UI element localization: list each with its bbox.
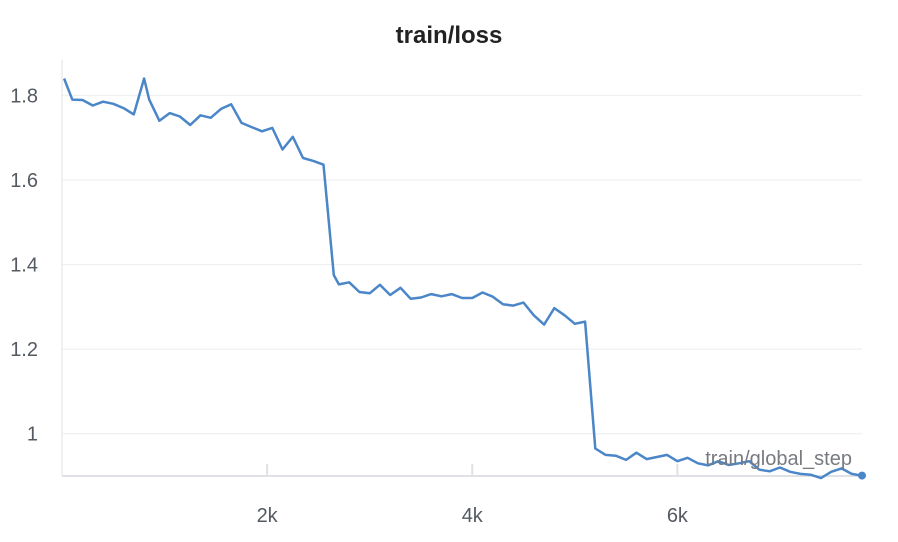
chart-title: train/loss xyxy=(395,22,503,49)
x-tick-label: 4k xyxy=(462,505,484,527)
series-layer xyxy=(62,77,866,480)
y-tick-label: 1.6 xyxy=(10,170,38,192)
y-axis-ticks: 1 1.2 1.4 1.6 1.8 xyxy=(10,85,38,445)
series-line xyxy=(62,77,863,480)
x-tick-label: 2k xyxy=(257,505,279,527)
y-tick-label: 1.4 xyxy=(10,255,38,277)
series-end-point xyxy=(858,471,866,480)
y-tick-label: 1 xyxy=(27,424,38,446)
y-tick-label: 1.8 xyxy=(10,85,38,107)
grid-lines xyxy=(62,94,862,435)
x-tick-label: 6k xyxy=(667,505,689,527)
x-axis-label: train/global_step xyxy=(705,448,852,470)
x-axis-ticks: 2k 4k 6k xyxy=(257,464,689,527)
y-tick-label: 1.2 xyxy=(10,339,38,361)
axes xyxy=(61,60,862,477)
